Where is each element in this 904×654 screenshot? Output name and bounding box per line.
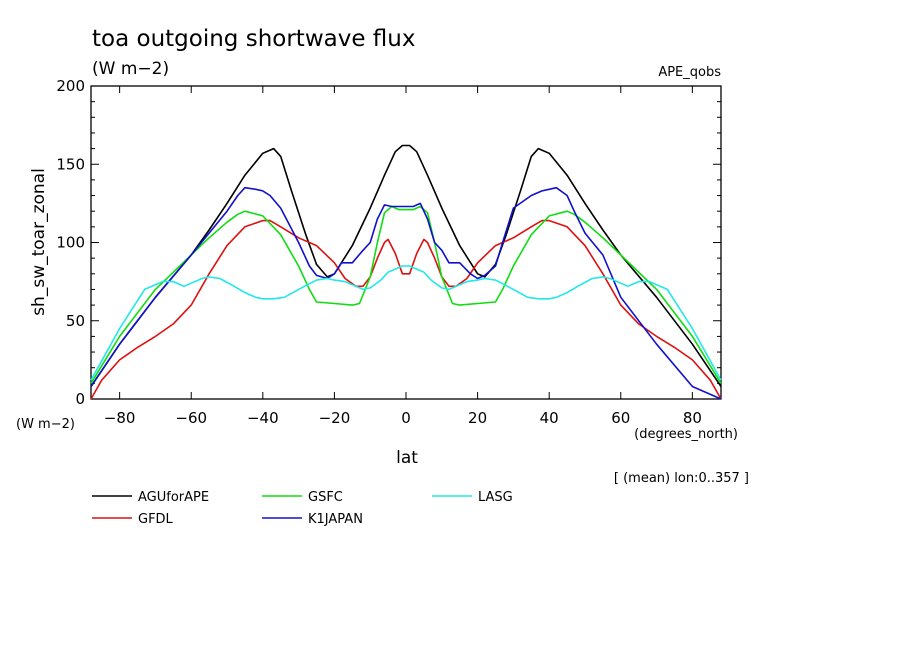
- x-axis-units: (degrees_north): [634, 427, 738, 442]
- x-tick-label: 60: [611, 409, 630, 427]
- y-axis-label: sh_sw_toar_zonal: [29, 168, 49, 316]
- x-tick-label: 20: [468, 409, 487, 427]
- x-tick-label: 80: [683, 409, 702, 427]
- y-tick-label: 150: [56, 155, 85, 173]
- axis-ticks: −80 −60 −40 −20 0 20 40 60 80 0 50 100 150 200: [56, 77, 721, 427]
- legend-label-gsfc: GSFC: [308, 490, 343, 505]
- legend-label-gfdl: GFDL: [138, 512, 174, 527]
- series-line-k1japan: [90, 186, 722, 400]
- legend: AGUforAPE GFDL GSFC K1JAPAN LASG: [92, 490, 513, 527]
- series-line-lasg: [90, 265, 722, 381]
- y-axis-units: (W m−2): [16, 417, 75, 432]
- x-axis-label: lat: [396, 448, 418, 468]
- x-tick-label: −60: [175, 409, 207, 427]
- series-line-gsfc: [90, 205, 722, 384]
- x-tick-label: 0: [401, 409, 411, 427]
- legend-label-k1japan: K1JAPAN: [308, 512, 363, 527]
- series-lines: [90, 144, 722, 400]
- x-tick-label: −80: [104, 409, 136, 427]
- legend-label-lasg: LASG: [478, 490, 513, 505]
- dataset-label: APE_qobs: [658, 65, 721, 80]
- y-tick-label: 100: [56, 234, 85, 252]
- series-line-gfdl: [90, 219, 722, 400]
- y-tick-label: 200: [56, 77, 85, 95]
- x-tick-label: −20: [319, 409, 351, 427]
- y-tick-label: 50: [66, 312, 85, 330]
- plot-frame: [90, 85, 722, 400]
- legend-label-aguforape: AGUforAPE: [138, 490, 209, 505]
- chart-units: (W m−2): [92, 59, 169, 79]
- averaging-note: [ (mean) lon:0..357 ]: [614, 471, 749, 486]
- y-tick-label: 0: [75, 390, 85, 408]
- series-line-aguforape: [90, 144, 722, 387]
- chart-title: toa outgoing shortwave flux: [92, 26, 415, 52]
- x-tick-label: 40: [540, 409, 559, 427]
- x-tick-label: −40: [247, 409, 279, 427]
